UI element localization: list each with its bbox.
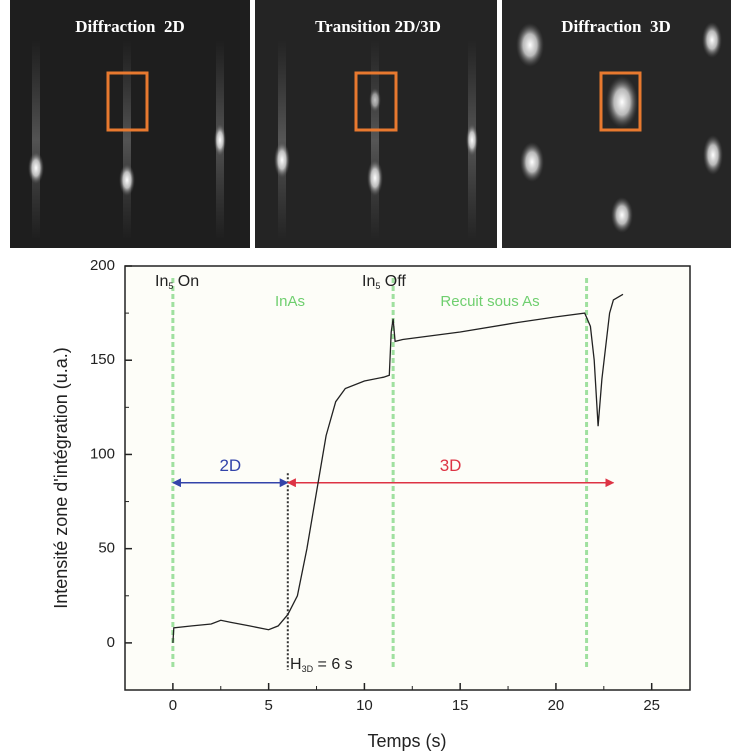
panel-1: Diffraction 2D — [10, 0, 250, 248]
panel-3: Diffraction 3D — [502, 0, 731, 248]
x-tick-label: 10 — [356, 697, 373, 714]
annotation: In5 On — [155, 273, 199, 291]
range-label: 3D — [440, 456, 462, 475]
y-tick-label: 50 — [98, 540, 115, 557]
panel-title: Diffraction 2D — [75, 17, 185, 36]
x-tick-label: 20 — [548, 697, 565, 714]
x-tick-label: 0 — [169, 697, 177, 714]
annotation-text: H — [290, 656, 302, 673]
chart: Temps (s) Intensité zone d'intégration (… — [51, 257, 691, 751]
x-tick-label: 15 — [452, 697, 469, 714]
annotation-sub: 5 — [375, 281, 380, 291]
annotation-rest: Off — [380, 273, 406, 290]
y-tick-label: 200 — [90, 257, 115, 274]
x-axis-label: Temps (s) — [367, 731, 446, 751]
annotation-rest: On — [173, 273, 199, 290]
y-tick-label: 150 — [90, 351, 115, 368]
panel-title: Diffraction 3D — [561, 17, 671, 36]
annotation: H3D = 6 s — [290, 656, 353, 674]
y-tick-label: 100 — [90, 445, 115, 462]
panel-title: Transition 2D/3D — [315, 17, 441, 36]
annotation-text: In — [155, 273, 168, 290]
phase-label: InAs — [275, 293, 305, 310]
y-axis-label: Intensité zone d'intégration (u.a.) — [51, 347, 71, 609]
annotation: In5 Off — [362, 273, 406, 291]
annotation-sub: 5 — [168, 281, 173, 291]
panel-2: Transition 2D/3D — [255, 0, 497, 248]
annotation-text: In — [362, 273, 375, 290]
annotation-rest: = 6 s — [313, 656, 353, 673]
annotation-sub: 3D — [302, 664, 314, 674]
phase-label: Recuit sous As — [440, 293, 539, 310]
range-label: 2D — [219, 456, 241, 475]
x-tick-label: 25 — [643, 697, 660, 714]
data-line — [172, 293, 624, 643]
plot-area — [124, 265, 691, 691]
rheed-images: Diffraction 2D Transition 2D/3D Diffract… — [10, 0, 731, 248]
y-tick-label: 0 — [107, 634, 115, 651]
x-tick-label: 5 — [264, 697, 272, 714]
